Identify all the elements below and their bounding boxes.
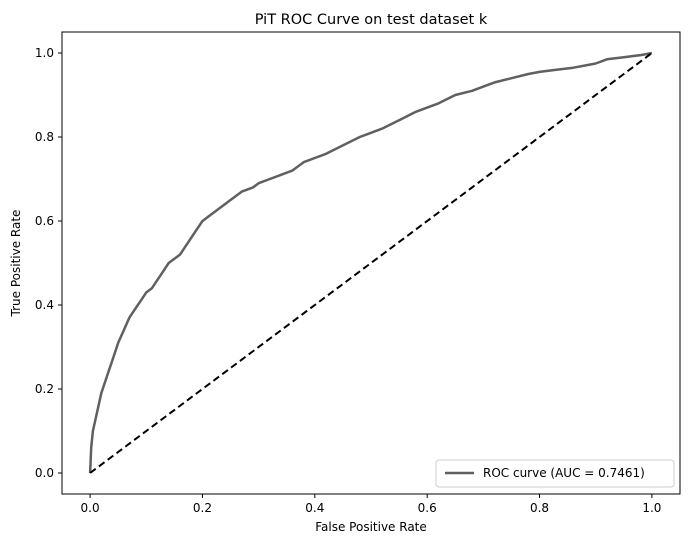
- x-tick-label: 0.0: [81, 501, 100, 515]
- legend-box: [435, 459, 675, 488]
- y-axis-label: True Positive Rate: [9, 210, 23, 318]
- x-axis-label: False Positive Rate: [315, 520, 427, 534]
- roc-curve-line: [88, 51, 653, 474]
- plot-area: [61, 31, 681, 495]
- y-tick-label: 0.4: [35, 298, 54, 312]
- y-tick-label: 1.0: [35, 46, 54, 60]
- x-tick-label: 0.6: [418, 501, 437, 515]
- y-axis-ticks: 0.0 0.2 0.4 0.6 0.8 1.0: [35, 46, 62, 480]
- x-tick-label: 0.2: [193, 501, 212, 515]
- x-tick-label: 1.0: [642, 501, 661, 515]
- chance-diagonal-line: [89, 52, 653, 474]
- y-tick-label: 0.2: [35, 382, 54, 396]
- x-axis-ticks: 0.0 0.2 0.4 0.6 0.8 1.0: [81, 494, 661, 515]
- chart-title: PiT ROC Curve on test dataset k: [255, 12, 488, 28]
- x-tick-label: 0.4: [305, 501, 324, 515]
- x-tick-label: 0.8: [530, 501, 549, 515]
- y-tick-label: 0.6: [35, 214, 54, 228]
- y-tick-label: 0.8: [35, 130, 54, 144]
- legend-label-roc: ROC curve (AUC = 0.7461): [483, 466, 645, 480]
- series-layer: [88, 51, 653, 474]
- legend: ROC curve (AUC = 0.7461): [435, 459, 675, 488]
- y-tick-label: 0.0: [35, 466, 54, 480]
